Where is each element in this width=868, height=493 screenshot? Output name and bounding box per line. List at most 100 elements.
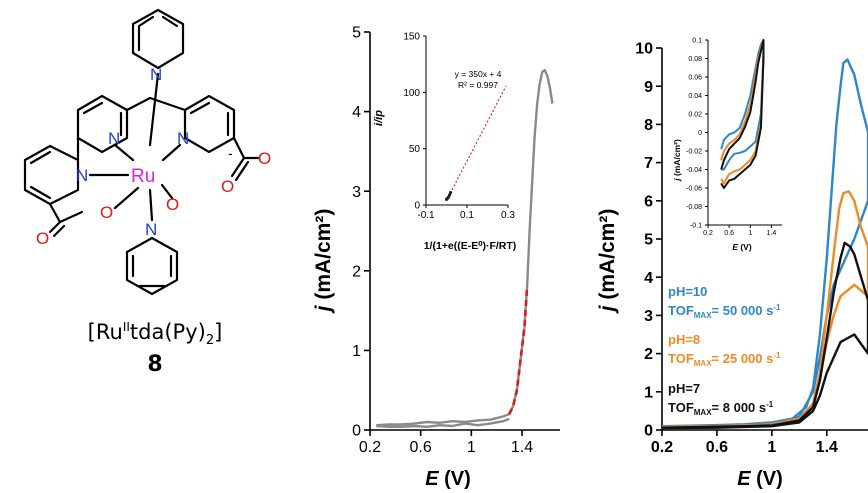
inset-c-trace-ph7: [720, 39, 765, 189]
top-pyridine-double-bond: [161, 15, 179, 28]
compound-name-oxidation: II: [122, 320, 130, 334]
panel-c-x-tick-label: 1.4: [816, 439, 838, 456]
inset-b-y-tick-label: 100: [403, 88, 420, 99]
panel-c-y-tick-label: 9: [644, 79, 653, 96]
panel-b-forward-scan: [376, 69, 554, 427]
inset-b-data-point: [449, 191, 453, 195]
panel-c-y-tick-label: 8: [644, 117, 653, 134]
panel-c-x-tick-label: 0.2: [651, 439, 673, 456]
atom-n-bottom: N: [145, 220, 157, 239]
bpy-double-bond: [82, 101, 104, 115]
legend-ph8: pH=8 TOFMAX= 25 000 s-1: [668, 332, 781, 368]
bpy-double-bond: [189, 101, 211, 115]
inset-b-y-tick-label: 0: [414, 201, 420, 212]
negative-charge: -: [228, 145, 233, 161]
atom-o-right-carbonyl: O: [221, 177, 234, 196]
compound-name-ligands: tda(Py): [129, 320, 206, 344]
inset-c-y-tick-label: 0.08: [688, 56, 702, 63]
inset-b-xlabel: 1/(1+e((E-E⁰)·F/RT): [424, 240, 517, 252]
panel-b-ylabel: j (mA/cm²): [312, 209, 335, 315]
inset-c-trace-ph10: [720, 39, 765, 171]
legend-ph10-label: pH=10: [668, 284, 707, 299]
bond-ru-n: [161, 143, 182, 162]
legend-ph8-tof: TOFMAX= 25 000 s-1: [668, 351, 781, 368]
panel-c-y-tick-label: 6: [644, 193, 653, 210]
panel-b-y-tick-label: 1: [352, 343, 361, 360]
bond-ru-n: [113, 143, 135, 162]
panel-b-x-tick-label: 1: [467, 439, 476, 456]
left-pyridine-ring: [23, 144, 80, 206]
panel-c-y-tick-label: 0: [644, 423, 653, 440]
inset-c-ylabel: j (mA/cm²): [672, 139, 682, 182]
panel-b-x-tick-label: 0.2: [359, 439, 381, 456]
inset-c-background: [682, 32, 786, 256]
left-carboxyl-bond: [48, 220, 62, 234]
panel-c-trace-ph8: [661, 190, 868, 430]
bottom-pyridine-ring: [125, 236, 179, 296]
inset-c-y-tick-label: 0.06: [688, 74, 702, 81]
panel-b-y-tick-label: 3: [352, 184, 361, 201]
inset-c-y-tick-label: 0: [698, 130, 702, 137]
compound-name-prefix: [Ru: [87, 320, 123, 344]
molecule-structure: N N N N N Ru O O O O O -: [23, 8, 271, 296]
right-carboxyl-bond: [234, 160, 250, 182]
legend-ph7: pH=7 TOFMAX= 8 000 s-1: [668, 381, 774, 417]
legend-ph7-label: pH=7: [668, 381, 700, 396]
inset-b-x-tick-label: 0.1: [460, 210, 474, 221]
inset-b-data-point: [445, 196, 450, 200]
bond-ru-o: [160, 183, 174, 200]
atom-n-left: N: [108, 129, 120, 148]
inset-c-x-tick-label: 0.6: [724, 230, 734, 237]
inset-c-y-tick-label: -0.08: [686, 204, 702, 211]
inset-b-data-point: [444, 197, 449, 201]
top-pyridine-ring: [131, 8, 185, 70]
left-pyridine-double-bond: [29, 150, 52, 165]
atom-n-top: N: [150, 65, 162, 84]
panel-c-y-tick-label: 7: [644, 155, 653, 172]
panel-b-y-tick-label: 4: [352, 104, 361, 121]
bpy-link: [125, 96, 152, 112]
panel-c-y-tick-label: 5: [644, 232, 653, 249]
legend-ph7-tof: TOFMAX= 8 000 s-1: [668, 400, 774, 417]
inset-b-fit-equation: y = 350x + 4: [455, 69, 502, 79]
inset-c-y-tick-label: 0.02: [688, 111, 702, 118]
panel-b-y-tick-label: 2: [352, 263, 361, 280]
inset-c-x-tick-label: 1.4: [767, 230, 777, 237]
panel-c-y-tick-label: 2: [644, 346, 653, 363]
inset-c-y-tick-label: -0.04: [686, 167, 702, 174]
inset-c-x-tick-label: 1: [748, 230, 752, 237]
panel-c-x-tick-label: 1: [767, 439, 776, 456]
inset-b-x-tick-label: 0.3: [501, 210, 515, 221]
legend-ph8-label: pH=8: [668, 332, 700, 347]
panel-c-x-tick-label: 0.6: [706, 439, 728, 456]
inset-b-ylabel: i/ip: [373, 110, 385, 126]
inset-c-y-tick-label: 0.04: [688, 93, 702, 100]
atom-o-right: O: [258, 149, 271, 168]
inset-b-fit-r2: R² = 0.997: [458, 80, 498, 90]
bond-ru-top-n: [148, 72, 160, 147]
panel-b-reverse-scan: [376, 417, 510, 428]
inset-c-y-tick-label: -0.06: [686, 185, 702, 192]
atom-o-ru: O: [166, 195, 179, 214]
compound-name-subscript: 2: [205, 333, 215, 349]
panel-c-y-tick-label: 1: [644, 384, 653, 401]
bond-ru-bottom-n: [148, 188, 154, 222]
atom-n-outer: N: [76, 166, 88, 185]
panel-c-trace-ph7: [661, 241, 868, 430]
inset-c-xlabel: E (V): [732, 242, 752, 252]
inset-c-y-tick-label: 0.1: [692, 37, 702, 44]
panel-c-xlabel: E (V): [737, 468, 783, 490]
panel-b-xlabel: E (V): [425, 468, 471, 490]
panel-b-x-tick-label: 0.6: [410, 439, 432, 456]
compound-number: 8: [147, 352, 163, 377]
inset-c-y-tick-label: -0.02: [686, 148, 702, 155]
left-pyridine-double-bond: [29, 185, 52, 200]
panel-b-x-tick-label: 1.4: [511, 439, 533, 456]
left-carboxyl-bond: [52, 224, 66, 238]
atom-ru: Ru: [131, 166, 155, 187]
panel-c-trace-ph10: [661, 58, 868, 429]
inset-b-fit-line: [446, 85, 507, 201]
panel-c-ylabel: j (mA/cm²): [596, 209, 619, 315]
bpy-link: [148, 96, 187, 112]
inset-c-trace-ph8: [720, 39, 765, 185]
